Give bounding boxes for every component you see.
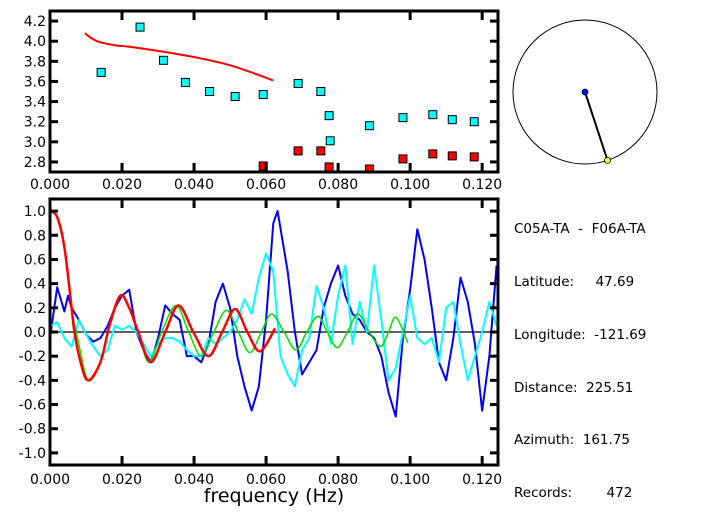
dispersion-curve-series-line [84, 32, 274, 82]
red-pick-marker [324, 162, 334, 172]
x-tick-label: 0.120 [462, 177, 502, 193]
x-tick-label: 0.080 [318, 177, 358, 193]
station-pair: C05A-TA - F06A-TA [514, 221, 646, 238]
x-tick-label: 0.060 [246, 177, 286, 193]
cyan-pick-marker [180, 77, 190, 87]
cyan-pick-marker [258, 90, 268, 100]
y-tick-label: 3.4 [24, 95, 46, 111]
cyan-pick-marker [230, 92, 240, 102]
x-tick-label: 0.060 [246, 472, 286, 488]
distance: Distance: 225.51 [514, 379, 634, 396]
red-pick-marker [428, 149, 438, 159]
cyan-pick-marker [469, 117, 479, 127]
red-pick-marker [293, 146, 303, 156]
station-map [512, 19, 658, 165]
latitude: Latitude: 47.69 [514, 273, 635, 290]
receiver-station-dot [604, 156, 611, 164]
velocity-plot: 0.000 0.020 0.040 0.060 0.080 0.100 0.120 2.8 3.… [24, 9, 502, 193]
x-tick-label: 0.100 [390, 472, 430, 488]
y-tick-label: 2.8 [24, 155, 46, 171]
cyan-pick-marker [293, 78, 303, 88]
red-pick-marker [364, 164, 374, 172]
y-tick-label: 0.6 [24, 252, 46, 268]
x-tick-label: 0.000 [30, 177, 70, 193]
red-pick-marker [398, 154, 408, 164]
source-station-dot [581, 88, 589, 96]
y-tick-label: 4.0 [24, 34, 46, 50]
red-pick-marker [316, 146, 326, 156]
x-tick-label: 0.120 [462, 472, 502, 488]
x-tick-label: 0.040 [174, 472, 214, 488]
red-pick-marker [447, 151, 457, 161]
y-tick-label: -1.0 [19, 446, 46, 462]
x-tick-label: 0.020 [102, 472, 142, 488]
red-series-line [50, 209, 277, 382]
y-tick-label: 0.4 [24, 277, 46, 293]
azimuth-circle [512, 19, 658, 165]
x-tick-label: 0.020 [102, 177, 142, 193]
cyan-series-line [50, 252, 498, 388]
y-tick-label: 0.0 [24, 325, 46, 341]
x-tick-label: 0.040 [174, 177, 214, 193]
cyan-pick-marker [135, 22, 145, 32]
x-tick-label: 0.000 [30, 472, 70, 488]
y-tick-label: 3.0 [24, 135, 46, 151]
plot-area [84, 22, 479, 172]
y-tick-label: 1.0 [24, 204, 46, 220]
y-tick-label: -0.8 [19, 422, 46, 438]
station-info-panel: C05A-TA - F06A-TA Latitude: 47.69 Longit… [514, 186, 646, 520]
correlation-plot: 0.000 0.020 0.040 0.060 0.080 0.100 0.120 -1.0 -… [19, 197, 502, 507]
cyan-pick-marker [447, 115, 457, 125]
x-axis-label: frequency (Hz) [204, 485, 344, 507]
cyan-pick-marker [324, 111, 334, 121]
x-tick-label: 0.080 [318, 472, 358, 488]
y-tick-label: -0.4 [19, 373, 46, 389]
x-tick-label: 0.100 [390, 177, 430, 193]
cyan-pick-marker [96, 67, 106, 77]
y-tick-label: -0.2 [19, 349, 46, 365]
cyan-pick-marker [325, 136, 335, 146]
y-tick-label: 4.2 [24, 14, 46, 30]
azimuth: Azimuth: 161.75 [514, 432, 630, 449]
cyan-pick-marker [428, 110, 438, 120]
y-tick-label: 3.8 [24, 54, 46, 70]
y-tick-label: 3.2 [24, 115, 46, 131]
red-pick-marker [469, 152, 479, 162]
azimuth-line [584, 91, 609, 161]
cyan-pick-marker [158, 55, 168, 65]
plot-area [50, 209, 498, 418]
records: Records: 472 [514, 485, 633, 502]
cyan-pick-marker [398, 113, 408, 123]
y-tick-label: 0.8 [24, 228, 46, 244]
cyan-pick-marker [364, 121, 374, 131]
longitude: Longitude: -121.69 [514, 326, 647, 343]
y-tick-label: -0.6 [19, 398, 46, 414]
y-tick-label: 0.2 [24, 301, 46, 317]
y-tick-label: 3.6 [24, 74, 46, 90]
blue-series-line [50, 210, 498, 418]
cyan-pick-marker [316, 87, 326, 96]
cyan-pick-marker [205, 87, 215, 96]
plot-frame [48, 9, 500, 174]
